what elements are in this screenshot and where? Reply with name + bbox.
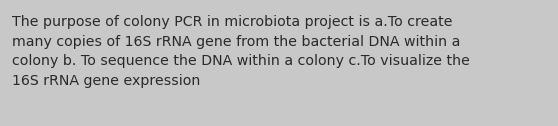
Text: The purpose of colony PCR in microbiota project is a.To create
many copies of 16: The purpose of colony PCR in microbiota … bbox=[12, 15, 470, 88]
